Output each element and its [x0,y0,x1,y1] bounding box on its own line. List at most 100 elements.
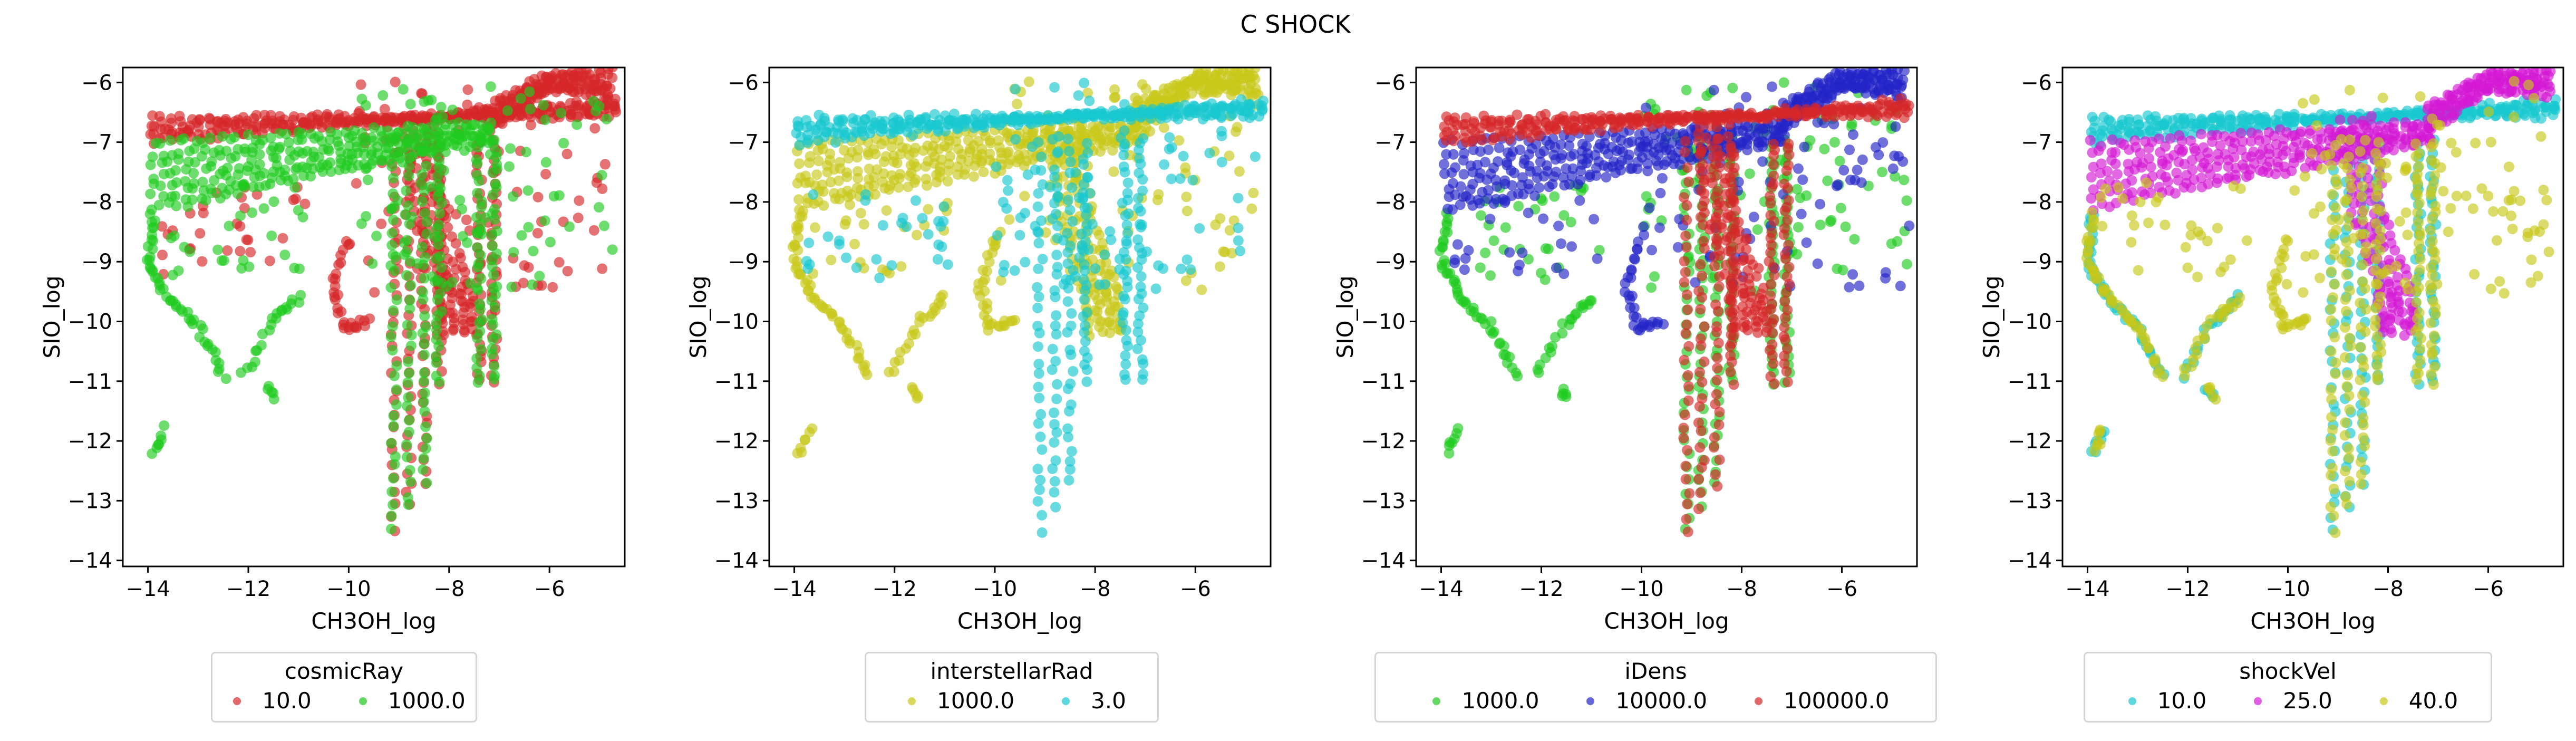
data-point [145,188,156,199]
data-point [1064,456,1076,467]
data-point [1725,197,1736,208]
data-point [938,201,950,212]
data-point [254,159,265,170]
data-point [487,349,498,360]
data-point [403,161,414,172]
data-point [1517,172,1528,183]
data-point [1710,399,1721,410]
data-point [1014,230,1025,240]
data-point [173,265,184,276]
data-point [420,208,431,219]
data-point [1216,126,1227,137]
data-point [296,128,307,139]
data-point [819,112,830,123]
data-point [1498,341,1509,352]
data-point [1779,350,1790,361]
data-point [1080,336,1091,347]
data-point [1567,163,1578,174]
data-point [879,116,890,127]
data-point [1049,82,1060,93]
y-tick-label: −8 [728,190,759,215]
data-point [1166,174,1177,185]
data-point [351,178,362,189]
data-point [1849,82,1860,93]
data-point [472,333,483,344]
data-point [1845,175,1856,186]
data-point [1019,190,1030,201]
data-point [174,111,185,121]
data-point [238,112,249,123]
x-axis-label: CH3OH_log [1604,608,1729,634]
data-point [462,99,473,110]
data-point [1564,140,1575,151]
data-point [1145,109,1156,120]
data-point [491,163,502,174]
data-point [1678,422,1689,434]
data-point [1063,195,1073,206]
data-point [809,222,820,233]
data-point [1714,271,1725,282]
data-point [1901,195,1912,206]
data-point [1620,277,1631,288]
data-point [539,215,550,226]
data-point [285,146,296,157]
data-point [404,295,415,306]
data-point [1793,222,1804,233]
data-point [1122,341,1133,351]
data-point [961,113,972,124]
data-point [1475,146,1486,157]
data-point [607,72,618,83]
data-point [2273,109,2284,120]
data-point [982,266,993,277]
data-point [1769,270,1780,281]
data-point [1032,341,1043,352]
data-point [1681,200,1692,211]
data-point [522,185,534,196]
data-point [1641,191,1652,202]
data-point [908,325,919,336]
data-point [803,237,815,248]
data-point [222,162,233,174]
data-point [588,96,599,107]
data-point [389,151,400,162]
data-point [1632,244,1643,255]
data-point [942,176,953,187]
data-point [475,304,486,315]
data-point [1722,131,1734,142]
data-point [524,86,535,97]
data-point [792,116,803,127]
data-point [1033,381,1044,392]
data-point [1534,182,1545,193]
data-point [419,349,430,360]
data-point [1740,120,1751,131]
data-point [164,135,176,146]
data-point [948,109,960,119]
data-point [1695,304,1706,315]
data-point [465,278,476,289]
data-point [1079,78,1090,89]
data-point [1540,109,1551,120]
data-point [1033,418,1044,429]
data-point [1441,111,1452,122]
data-point [1079,265,1090,276]
data-point [1194,223,1205,234]
data-point [1053,131,1064,142]
data-point [1031,111,1042,122]
data-point [1733,177,1744,187]
data-point [387,345,398,355]
data-point [1458,169,1469,180]
data-point [2087,112,2098,122]
data-point [1598,160,1609,171]
data-point [1134,310,1145,321]
data-point [1741,244,1752,255]
y-tick-label: −14 [1361,549,1406,573]
data-point [1719,111,1730,122]
data-point [1196,284,1207,295]
data-point [1460,191,1471,202]
data-point [536,280,547,291]
data-point [1037,254,1048,265]
data-point [2185,113,2196,124]
data-point [1873,70,1884,81]
data-point [1214,261,1225,272]
data-point [1846,118,1857,129]
